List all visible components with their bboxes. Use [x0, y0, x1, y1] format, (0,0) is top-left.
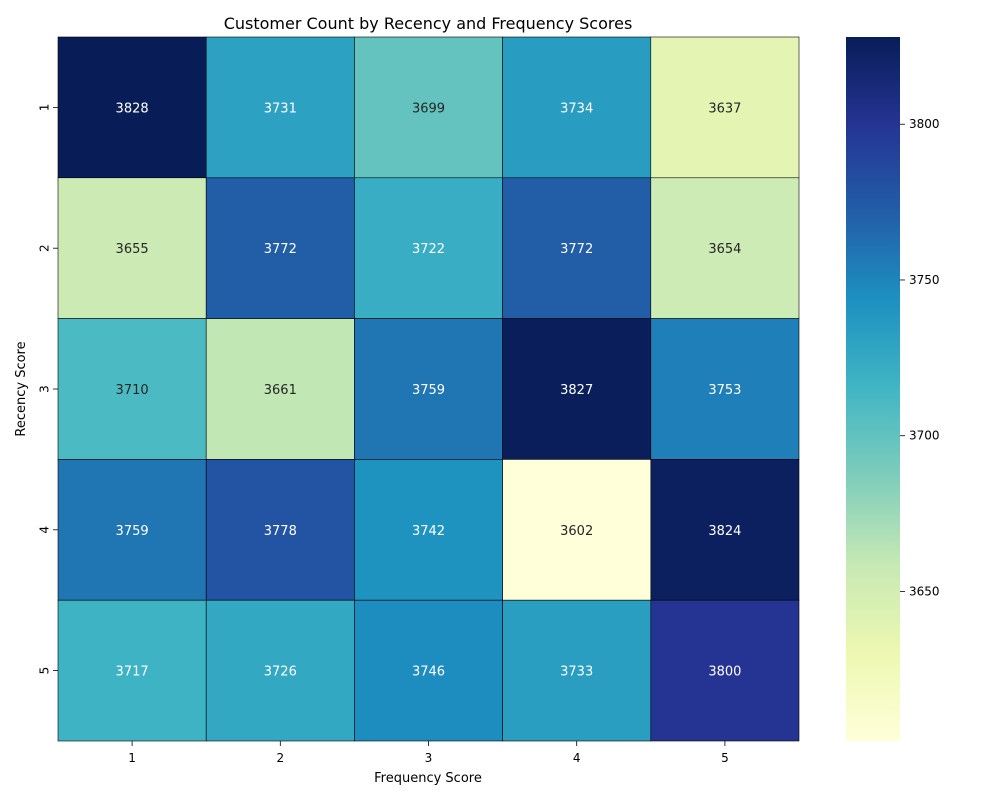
heatmap-cell	[650, 599, 800, 742]
cell-value-label: 3661	[264, 383, 297, 398]
cell-value-label: 3753	[708, 383, 741, 398]
heatmap-cell	[354, 318, 503, 460]
cell-value-label: 3772	[560, 242, 593, 257]
cell-value-label: 3637	[708, 101, 741, 116]
colorbar-tick-label: 3800	[909, 117, 940, 131]
x-tick-label: 1	[128, 751, 136, 765]
colorbar-tick-label: 3700	[909, 429, 940, 443]
colorbar-ticks: 3650 3700 3750 3800	[900, 117, 940, 598]
cell-value-label: 3717	[116, 665, 149, 680]
heatmap-cell	[57, 599, 207, 742]
y-axis-label: Recency Score	[14, 341, 29, 436]
heatmap-cell	[354, 599, 503, 742]
heatmap-cell	[354, 36, 503, 179]
cell-value-label: 3827	[560, 383, 593, 398]
colorbar-gradient	[846, 37, 900, 741]
heatmap-cell	[205, 177, 355, 319]
heatmap-cell	[57, 177, 207, 319]
cell-value-label: 3778	[264, 524, 297, 539]
cell-value-label: 3759	[412, 383, 445, 398]
x-axis-label: Frequency Score	[374, 771, 482, 786]
cell-value-label: 3726	[264, 665, 297, 680]
heatmap-cell	[354, 459, 503, 601]
heatmap-cell	[650, 459, 800, 601]
cell-value-label: 3734	[560, 101, 593, 116]
cell-value-label: 3699	[412, 101, 445, 116]
cell-value-label: 3772	[264, 242, 297, 257]
cell-value-label: 3800	[708, 665, 741, 680]
cell-value-label: 3654	[708, 242, 741, 257]
heatmap-cell	[354, 177, 503, 319]
cell-value-label: 3655	[116, 242, 149, 257]
y-tick-label: 4	[38, 526, 52, 534]
heatmap-cell	[502, 318, 652, 460]
cell-value-label: 3710	[116, 383, 149, 398]
heatmap-cell	[57, 36, 207, 179]
y-tick-label: 1	[38, 104, 52, 112]
x-tick-label: 2	[276, 751, 284, 765]
chart-title: Customer Count by Recency and Frequency …	[224, 14, 633, 33]
x-tick-label: 4	[573, 751, 581, 765]
x-tick-label: 3	[425, 751, 433, 765]
heatmap-cell	[650, 318, 800, 460]
heatmap-cell	[205, 318, 355, 460]
heatmap-cell	[502, 459, 652, 601]
heatmap-cell	[650, 36, 800, 179]
cell-value-label: 3722	[412, 242, 445, 257]
cell-value-label: 3759	[116, 524, 149, 539]
y-tick-label: 3	[38, 385, 52, 393]
y-tick-label: 2	[38, 244, 52, 252]
y-tick-label: 5	[38, 667, 52, 675]
cell-value-label: 3746	[412, 665, 445, 680]
x-tick-label: 5	[721, 751, 729, 765]
heatmap-cell	[205, 459, 355, 601]
y-axis-ticks: 1 2 3 4 5	[38, 104, 58, 675]
cell-value-label: 3742	[412, 524, 445, 539]
cell-value-label: 3602	[560, 524, 593, 539]
colorbar: 3650 3700 3750 3800	[846, 37, 940, 741]
heatmap-cell	[502, 36, 652, 179]
heatmap-cell	[205, 599, 355, 742]
cell-value-label: 3731	[264, 101, 297, 116]
cell-value-label: 3828	[116, 101, 149, 116]
cell-value-label: 3824	[708, 524, 741, 539]
heatmap-cells: 3828 3731 3699 3734 3637 3655 3772 3722 3772 3654…	[57, 36, 800, 742]
x-axis-ticks: 1 2 3 4 5	[128, 741, 729, 765]
cell-value-label: 3733	[560, 665, 593, 680]
colorbar-tick-label: 3750	[909, 273, 940, 287]
colorbar-tick-label: 3650	[909, 584, 940, 598]
heatmap-cell	[650, 177, 800, 319]
heatmap-cell	[205, 36, 355, 179]
